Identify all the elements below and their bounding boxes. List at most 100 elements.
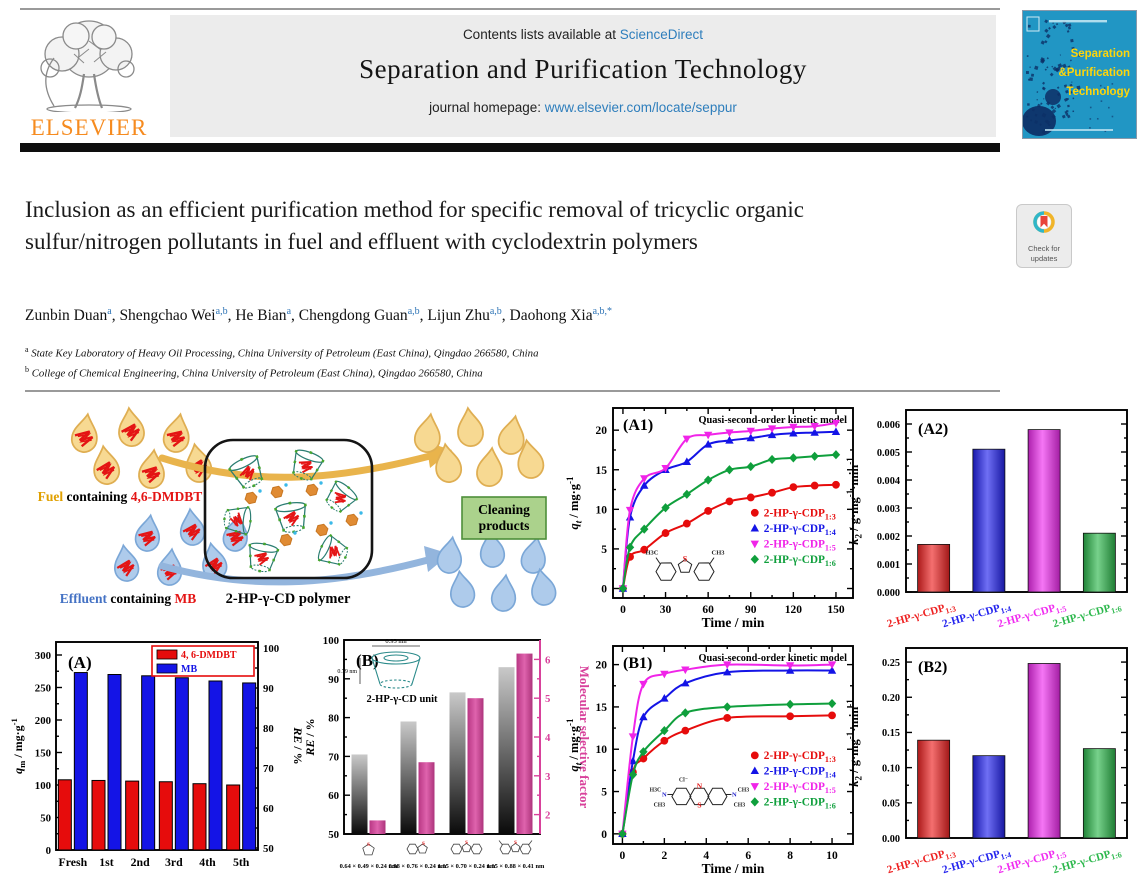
svg-text:k2 / g·mg-1·min-1: k2 / g·mg-1·min-1 (845, 699, 863, 787)
molecule-glyph-dmdbt: S (498, 840, 533, 855)
svg-text:300: 300 (35, 650, 51, 662)
svg-text:60: 60 (328, 790, 339, 802)
cyclodextrin-cup (228, 454, 264, 489)
journal-title: Separation and Purification Technology (359, 54, 807, 84)
svg-text:20: 20 (596, 660, 608, 672)
svg-text:250: 250 (35, 683, 51, 695)
svg-text:1.15 × 0.88 × 0.41 nm: 1.15 × 0.88 × 0.41 nm (487, 863, 545, 870)
cover-line-3: Technology (1066, 86, 1130, 98)
section-divider (25, 390, 1000, 392)
clean-droplet (490, 573, 517, 612)
svg-text:0.05: 0.05 (882, 799, 900, 810)
svg-text:0.20: 0.20 (882, 693, 900, 704)
svg-text:2: 2 (661, 850, 667, 862)
elsevier-tree-logo (40, 20, 135, 114)
affiliations: a State Key Laboratory of Heavy Oil Proc… (25, 342, 1005, 382)
svg-text:4: 4 (703, 850, 709, 862)
svg-text:2-HP-γ-CDP1:5: 2-HP-γ-CDP1:5 (764, 538, 836, 552)
affiliation-line: b College of Chemical Engineering, China… (25, 365, 483, 380)
clean-droplet (413, 412, 441, 453)
clean-droplet (457, 406, 484, 447)
svg-text:2-HP-γ-CDP1:3: 2-HP-γ-CDP1:3 (764, 507, 836, 521)
svg-text:Fresh: Fresh (59, 855, 88, 869)
svg-text:S: S (697, 800, 701, 809)
cover-artwork (1023, 16, 1130, 136)
svg-text:N: N (662, 791, 667, 798)
svg-text:90: 90 (745, 604, 757, 616)
svg-text:200: 200 (35, 715, 51, 727)
svg-text:0.001: 0.001 (877, 560, 900, 571)
dirty-droplet (222, 513, 248, 552)
check-updates-badge[interactable]: Check for updates (1016, 204, 1072, 268)
svg-text:CH3: CH3 (738, 787, 750, 793)
badge-text-line1: Check for (1027, 244, 1061, 253)
svg-text:(A): (A) (68, 653, 92, 672)
svg-text:50: 50 (40, 813, 51, 825)
top-rule (20, 8, 1000, 10)
svg-text:60: 60 (702, 604, 714, 616)
badge-text-line2: updates (1030, 253, 1058, 263)
svg-text:MB: MB (181, 664, 197, 675)
svg-text:8: 8 (787, 850, 793, 862)
svg-text:Cl⁻: Cl⁻ (679, 777, 688, 783)
svg-text:70: 70 (328, 751, 339, 763)
svg-text:qm / mg·g-1: qm / mg·g-1 (10, 718, 27, 774)
schematic-label: Fuel containing 4,6-DMDBT (38, 489, 203, 504)
bar-1:3 (917, 543, 951, 593)
series-1:6 (618, 450, 841, 594)
cover-line-2: &Purification (1058, 67, 1130, 79)
svg-text:RE / %: RE / % (303, 718, 317, 756)
svg-text:Time / min: Time / min (702, 861, 765, 876)
svg-text:2: 2 (545, 810, 550, 822)
series-1:4 (618, 427, 841, 592)
svg-text:S: S (422, 842, 425, 847)
svg-text:0: 0 (46, 845, 51, 857)
affiliation-line: a State Key Laboratory of Heavy Oil Proc… (25, 345, 539, 360)
sciencedirect-link[interactable]: ScienceDirect (619, 27, 704, 42)
author-affil-sup: a,b (407, 306, 420, 317)
svg-text:2nd: 2nd (131, 855, 150, 869)
svg-text:10: 10 (596, 744, 608, 756)
homepage-prefix: journal homepage: (429, 100, 545, 115)
svg-text:0.004: 0.004 (877, 476, 900, 487)
svg-text:5: 5 (545, 693, 550, 705)
svg-text:30: 30 (660, 604, 672, 616)
svg-text:H3C: H3C (646, 550, 659, 557)
header-divider-bar (20, 143, 1000, 152)
svg-text:CH3: CH3 (712, 550, 726, 557)
homepage-link[interactable]: www.elsevier.com/locate/seppur (544, 100, 737, 115)
bar-1:6 (1082, 532, 1116, 593)
bar-1:3 (917, 739, 951, 839)
molecule-glyph-dibenzothiophene: S (450, 841, 483, 855)
svg-text:2-HP-γ-CDP1:4: 2-HP-γ-CDP1:4 (764, 765, 836, 779)
svg-text:0.15: 0.15 (882, 728, 900, 739)
dirty-droplet (134, 513, 161, 552)
author-affil-sup: a,b (215, 306, 228, 317)
svg-text:100: 100 (323, 635, 339, 647)
svg-text:RE / %: RE / % (291, 726, 302, 764)
svg-text:CH3: CH3 (734, 802, 746, 808)
journal-cover-thumbnail[interactable]: Separation &Purification Technology (1022, 10, 1137, 139)
contents-prefix: Contents lists available at (462, 27, 620, 42)
chart-a-regeneration-bars: 0 50 100 150 200 250 300 50 60 70 80 90 100 qm / mg·g… (10, 641, 302, 869)
svg-text:Time / min: Time / min (702, 615, 765, 630)
svg-text:100: 100 (263, 643, 279, 655)
svg-text:(B1): (B1) (623, 655, 652, 672)
chart-a1-dmdbt-kinetics: 0 30 60 90 120 150 0 5 10 15 20 Time / min qt / mg·g… (565, 407, 854, 630)
svg-text:60: 60 (263, 803, 274, 815)
svg-text:0.006: 0.006 (877, 420, 900, 431)
svg-text:(B2): (B2) (918, 659, 947, 676)
svg-text:0.95 nm: 0.95 nm (385, 638, 406, 645)
clean-droplet (435, 442, 463, 483)
svg-text:4th: 4th (199, 855, 216, 869)
svg-text:6: 6 (745, 850, 751, 862)
svg-text:70: 70 (263, 763, 274, 775)
svg-text:S: S (683, 555, 688, 564)
svg-text:80: 80 (263, 723, 274, 735)
molecule-inset-dmdbt-large: S H3C CH3 (646, 550, 726, 581)
cover-line-1: Separation (1070, 48, 1130, 60)
bar-1:4 (972, 448, 1006, 593)
author-name: Zunbin Duan (25, 307, 108, 325)
